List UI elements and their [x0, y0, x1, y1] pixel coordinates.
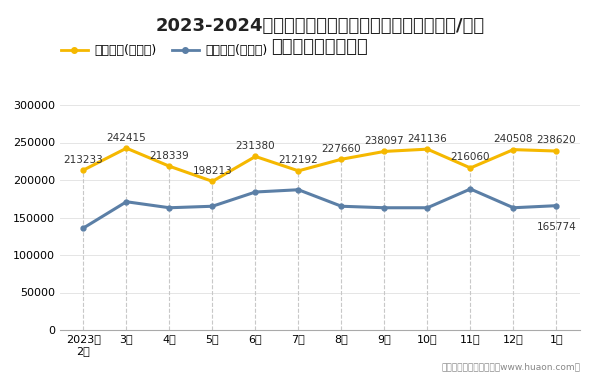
- Line: 出口总额(万美元): 出口总额(万美元): [81, 146, 559, 184]
- 出口总额(万美元): [553, 149, 560, 153]
- 出口总额(万美元): [252, 154, 259, 159]
- 进口总额(万美元): [166, 206, 173, 210]
- 出口总额(万美元): [166, 164, 173, 168]
- 进口总额(万美元): [467, 187, 474, 191]
- 进口总额(万美元): [80, 226, 87, 230]
- 出口总额(万美元): [209, 179, 216, 184]
- 进口总额(万美元): [553, 203, 560, 208]
- Legend: 出口总额(万美元), 进口总额(万美元): 出口总额(万美元), 进口总额(万美元): [56, 39, 273, 62]
- 进口总额(万美元): [209, 204, 216, 209]
- 进口总额(万美元): [510, 206, 517, 210]
- 出口总额(万美元): [424, 147, 431, 152]
- Text: 227660: 227660: [322, 144, 361, 154]
- Text: 231380: 231380: [236, 141, 275, 151]
- 出口总额(万美元): [510, 147, 517, 152]
- 出口总额(万美元): [295, 169, 302, 173]
- 出口总额(万美元): [123, 146, 130, 150]
- Title: 2023-2024年无锡高新技术产业开发区（境内目的地/货源
地）进、出口额统计: 2023-2024年无锡高新技术产业开发区（境内目的地/货源 地）进、出口额统计: [155, 17, 484, 56]
- Text: 213233: 213233: [63, 154, 103, 165]
- 进口总额(万美元): [123, 200, 130, 204]
- Text: 240508: 240508: [494, 134, 533, 144]
- Text: 212192: 212192: [279, 155, 318, 165]
- Text: 216060: 216060: [451, 152, 490, 162]
- 进口总额(万美元): [424, 206, 431, 210]
- Text: 198213: 198213: [193, 166, 232, 176]
- 出口总额(万美元): [381, 149, 388, 154]
- 进口总额(万美元): [295, 188, 302, 192]
- Text: 238097: 238097: [365, 136, 404, 146]
- 出口总额(万美元): [80, 168, 87, 172]
- 出口总额(万美元): [467, 166, 474, 170]
- Text: 218339: 218339: [150, 151, 190, 161]
- Text: 238620: 238620: [536, 135, 576, 146]
- Text: 制图：华经产业研究院（www.huaon.com）: 制图：华经产业研究院（www.huaon.com）: [441, 362, 580, 371]
- 出口总额(万美元): [338, 157, 345, 162]
- 进口总额(万美元): [338, 204, 345, 209]
- 进口总额(万美元): [252, 190, 259, 194]
- Line: 进口总额(万美元): 进口总额(万美元): [81, 187, 559, 230]
- 进口总额(万美元): [381, 206, 388, 210]
- Text: 242415: 242415: [106, 133, 147, 142]
- Text: 241136: 241136: [408, 134, 447, 144]
- Text: 165774: 165774: [536, 222, 576, 232]
